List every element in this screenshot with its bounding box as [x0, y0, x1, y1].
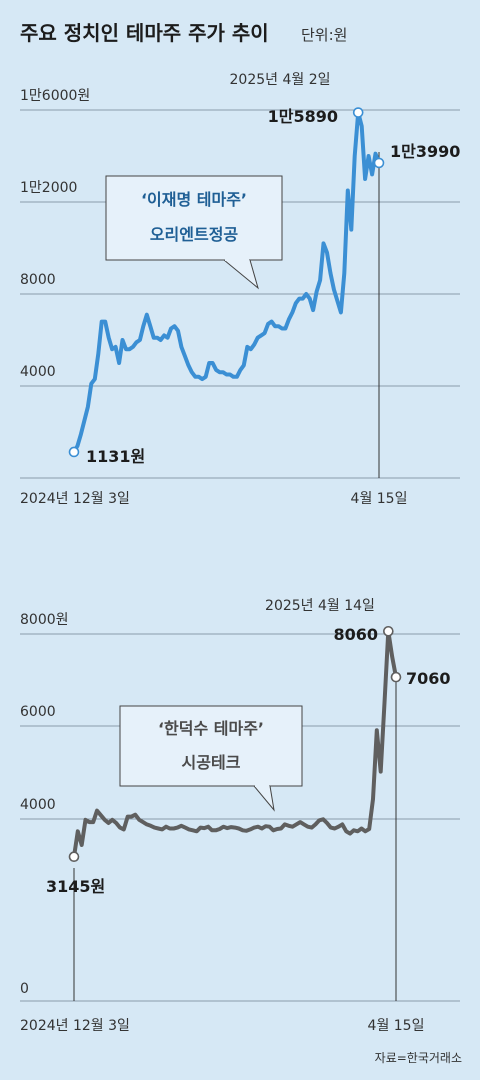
callout-box	[119, 705, 303, 787]
chart-orient-precision: 1만6000원 1만2000 8000 4000 2024년 12월 3일 4월 15일 1…	[20, 72, 460, 507]
page-title: 주요 정치인 테마주 주가 추이	[20, 21, 269, 45]
y-tick-label: 4000	[20, 797, 56, 813]
peak-value-label: 1만5890	[268, 107, 338, 126]
x-start-date-label: 2024년 12월 3일	[20, 491, 130, 507]
start-value-label: 3145원	[46, 877, 105, 896]
series-line	[72, 110, 381, 454]
y-tick-label: 8000	[20, 272, 56, 288]
y-tick-label: 8000원	[20, 612, 69, 628]
callout-company: 시공테크	[182, 753, 241, 772]
chart-sigong-tech: 8000원 6000 4000 0 2024년 12월 3일 4월 15일 3145원 806…	[20, 598, 460, 1034]
start-value-label: 1131원	[86, 447, 145, 466]
y-tick-label: 4000	[20, 364, 56, 380]
y-tick-label: 0	[20, 981, 29, 997]
callout-box	[105, 175, 283, 261]
start-marker	[68, 851, 80, 863]
x-end-date-label: 4월 15일	[351, 491, 408, 507]
callout-pointer	[253, 785, 275, 812]
peak-date-label: 2025년 4월 2일	[230, 72, 331, 88]
start-marker	[68, 446, 80, 458]
end-marker	[373, 157, 385, 169]
callout-company: 오리엔트정공	[150, 225, 239, 244]
source-note: 자료=한국거래소	[375, 1051, 462, 1065]
y-tick-label: 6000	[20, 704, 56, 720]
callout-pointer	[223, 259, 259, 290]
series-line	[72, 629, 398, 859]
callout-title: ‘이재명 테마주’	[141, 190, 247, 209]
unit-label: 단위:원	[301, 26, 347, 44]
end-value-label: 1만3990	[390, 142, 460, 161]
x-start-date-label: 2024년 12월 3일	[20, 1018, 130, 1034]
end-marker	[390, 671, 402, 683]
peak-value-label: 8060	[333, 625, 378, 644]
y-tick-label: 1만2000	[20, 180, 77, 196]
y-tick-label: 1만6000원	[20, 88, 90, 104]
x-end-date-label: 4월 15일	[368, 1018, 425, 1034]
peak-marker	[352, 107, 364, 118]
peak-date-label: 2025년 4월 14일	[265, 598, 375, 614]
peak-marker	[383, 625, 394, 637]
end-value-label: 7060	[406, 669, 451, 688]
callout-title: ‘한덕수 테마주’	[158, 719, 264, 738]
